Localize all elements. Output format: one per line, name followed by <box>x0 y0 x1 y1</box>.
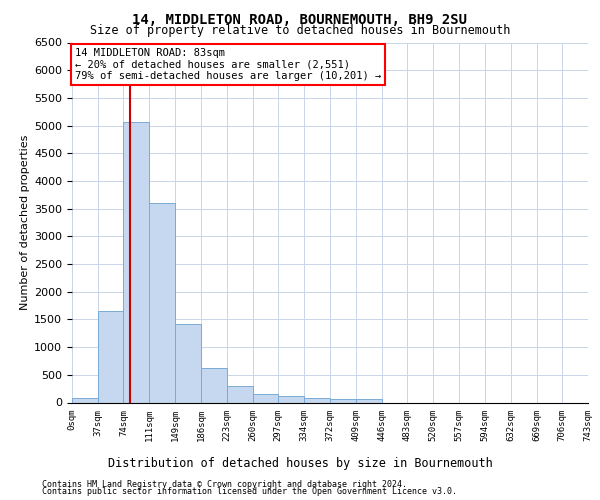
Text: Contains HM Land Registry data © Crown copyright and database right 2024.: Contains HM Land Registry data © Crown c… <box>42 480 407 489</box>
Bar <box>149 203 175 402</box>
Text: Size of property relative to detached houses in Bournemouth: Size of property relative to detached ho… <box>90 24 510 37</box>
Text: Contains public sector information licensed under the Open Government Licence v3: Contains public sector information licen… <box>42 487 457 496</box>
Bar <box>124 122 149 402</box>
Bar <box>304 398 331 402</box>
Text: 14, MIDDLETON ROAD, BOURNEMOUTH, BH9 2SU: 14, MIDDLETON ROAD, BOURNEMOUTH, BH9 2SU <box>133 12 467 26</box>
Text: Distribution of detached houses by size in Bournemouth: Distribution of detached houses by size … <box>107 458 493 470</box>
Bar <box>175 324 201 402</box>
Bar <box>98 311 124 402</box>
Bar <box>201 368 227 402</box>
Bar <box>278 396 304 402</box>
Bar <box>356 400 382 402</box>
Y-axis label: Number of detached properties: Number of detached properties <box>20 135 30 310</box>
Bar <box>227 386 253 402</box>
Bar <box>253 394 278 402</box>
Text: 14 MIDDLETON ROAD: 83sqm
← 20% of detached houses are smaller (2,551)
79% of sem: 14 MIDDLETON ROAD: 83sqm ← 20% of detach… <box>75 48 381 82</box>
Bar <box>72 398 98 402</box>
Bar <box>331 399 356 402</box>
